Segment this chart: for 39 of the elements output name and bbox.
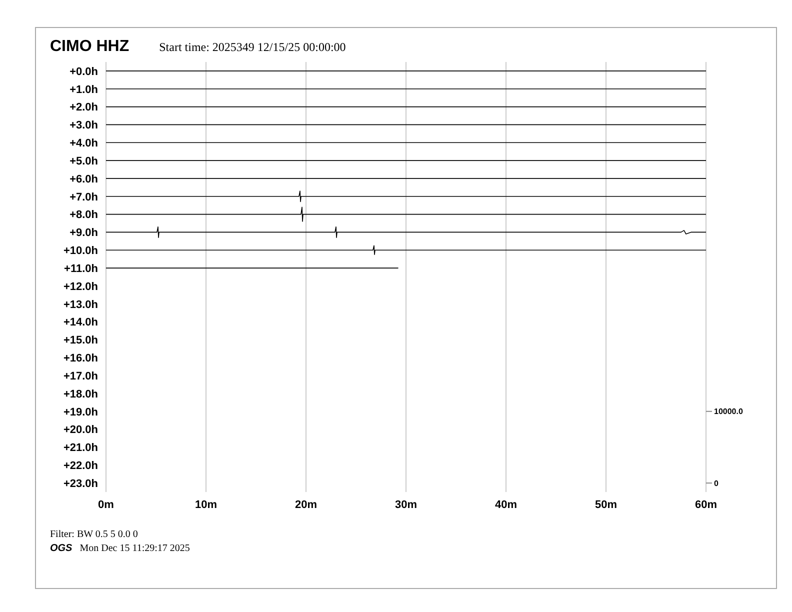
x-tick-label: 20m: [294, 498, 318, 511]
y-tick-label: +6.0h: [70, 173, 98, 186]
y-tick-label: +1.0h: [70, 84, 98, 96]
x-tick-label: 40m: [494, 498, 518, 511]
y-tick-label: +22.0h: [63, 460, 98, 472]
x-tick-label: 0m: [98, 498, 114, 511]
y-tick-label: +7.0h: [70, 191, 98, 204]
line-series: [106, 226, 706, 238]
text: Mon Dec 15 11:29:17 2025: [80, 543, 190, 554]
y-tick-label: +18.0h: [63, 388, 98, 400]
text: OGS: [50, 543, 72, 554]
x-tick-label: 60m: [694, 498, 718, 511]
y-tick-label: +20.0h: [63, 424, 98, 436]
x-tick-label: 50m: [594, 498, 618, 511]
y-tick-label: +4.0h: [70, 138, 98, 150]
x-tick-label: 10m: [194, 498, 218, 511]
y-tick-label: +13.0h: [63, 298, 98, 311]
y-tick-label: +19.0h: [63, 406, 98, 418]
y-tick-label: +17.0h: [63, 370, 98, 382]
y-tick-label: +12.0h: [63, 280, 98, 293]
y-tick-label: +16.0h: [63, 352, 98, 365]
y-tick-label: +14.0h: [63, 316, 98, 329]
y-tick-label: +2.0h: [70, 102, 98, 114]
y-tick-label: +3.0h: [70, 120, 98, 132]
text: Filter: BW 0.5 5 0.0 0: [50, 528, 139, 542]
y-tick-label: +23.0h: [63, 478, 98, 490]
chart-title: CIMO HHZ: [50, 38, 130, 56]
y-tick-label: +5.0h: [70, 155, 98, 168]
chart-subtitle: Start time: 2025349 12/15/25 00:00:00: [159, 40, 346, 55]
y-tick-label: +9.0h: [70, 227, 98, 240]
y-tick-label: +15.0h: [63, 334, 98, 347]
y2-tick-label: 10000.0: [714, 407, 744, 416]
y-tick-label: +11.0h: [64, 262, 98, 275]
y-tick-label: +10.0h: [63, 245, 98, 258]
y-tick-label: +8.0h: [70, 209, 98, 222]
y-tick-label: +0.0h: [70, 66, 98, 78]
x-tick-label: 30m: [394, 498, 418, 511]
y2-tick-label: 0: [714, 478, 719, 488]
y-tick-label: +21.0h: [63, 442, 98, 454]
